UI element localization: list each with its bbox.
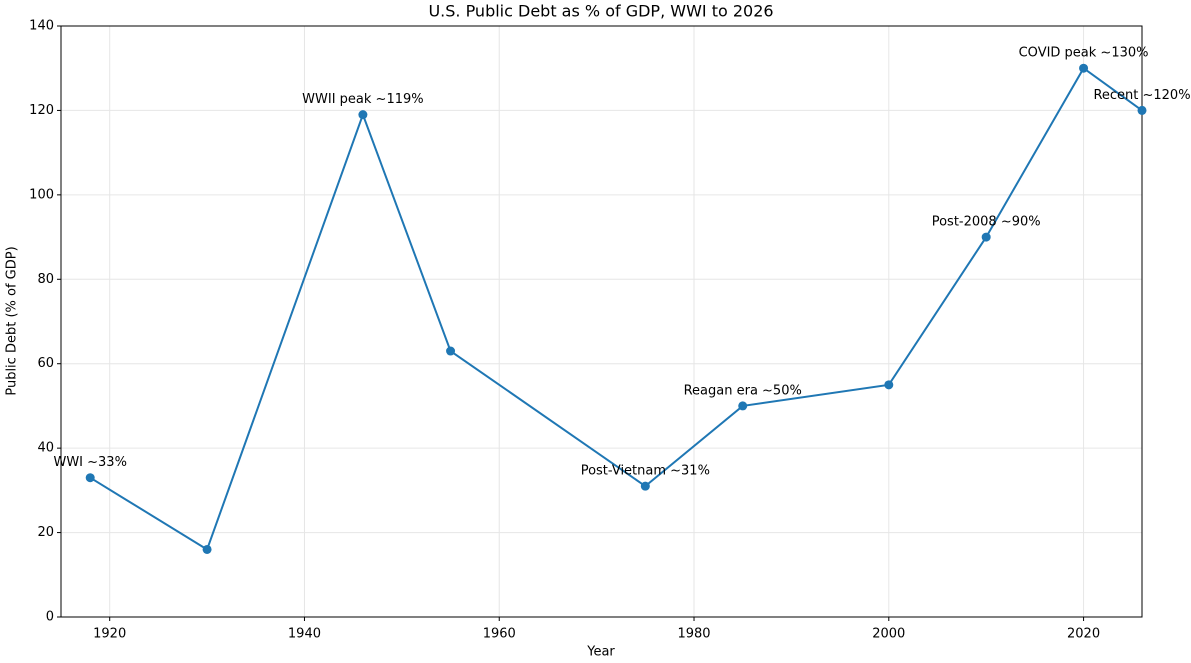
annotation: Post-Vietnam ~31% xyxy=(581,464,710,479)
y-tick-label: 60 xyxy=(37,356,54,371)
y-tick-label: 20 xyxy=(37,525,54,540)
line xyxy=(89,66,1143,551)
y-tick-label: 120 xyxy=(29,103,54,118)
point xyxy=(202,544,212,554)
x-tick-label: 1960 xyxy=(483,627,516,642)
y-axis-label: Public Debt (% of GDP) xyxy=(5,246,20,395)
y-tick-label: 40 xyxy=(37,441,54,456)
point xyxy=(85,473,95,483)
point xyxy=(358,110,368,120)
point xyxy=(640,481,650,491)
point xyxy=(1137,105,1147,115)
point xyxy=(981,232,991,242)
x-tick-label: 1980 xyxy=(677,627,710,642)
annotation: Recent ~120% xyxy=(1093,88,1190,103)
x-tick-label: 1920 xyxy=(93,627,126,642)
y-tick-label: 80 xyxy=(37,272,54,287)
point xyxy=(446,346,456,356)
y-tick-label: 100 xyxy=(29,187,54,202)
annotation: Reagan era ~50% xyxy=(684,383,802,398)
x-axis-label: Year xyxy=(586,645,615,660)
x-tick-label: 1940 xyxy=(288,627,321,642)
y-tick-label: 140 xyxy=(29,19,54,34)
chart-title: U.S. Public Debt as % of GDP, WWI to 202… xyxy=(428,2,773,21)
plot-frame xyxy=(60,25,1143,618)
point xyxy=(738,401,748,411)
x-tick-label: 2000 xyxy=(872,627,905,642)
annotation: WWII peak ~119% xyxy=(302,92,423,107)
y-tick-label: 0 xyxy=(46,610,54,625)
point xyxy=(884,380,894,390)
x-tick-label: 2020 xyxy=(1067,627,1100,642)
annotation: WWI ~33% xyxy=(53,455,126,470)
annotation: Post-2008 ~90% xyxy=(932,215,1041,230)
point xyxy=(1079,63,1089,73)
annotation: COVID peak ~130% xyxy=(1019,46,1149,61)
